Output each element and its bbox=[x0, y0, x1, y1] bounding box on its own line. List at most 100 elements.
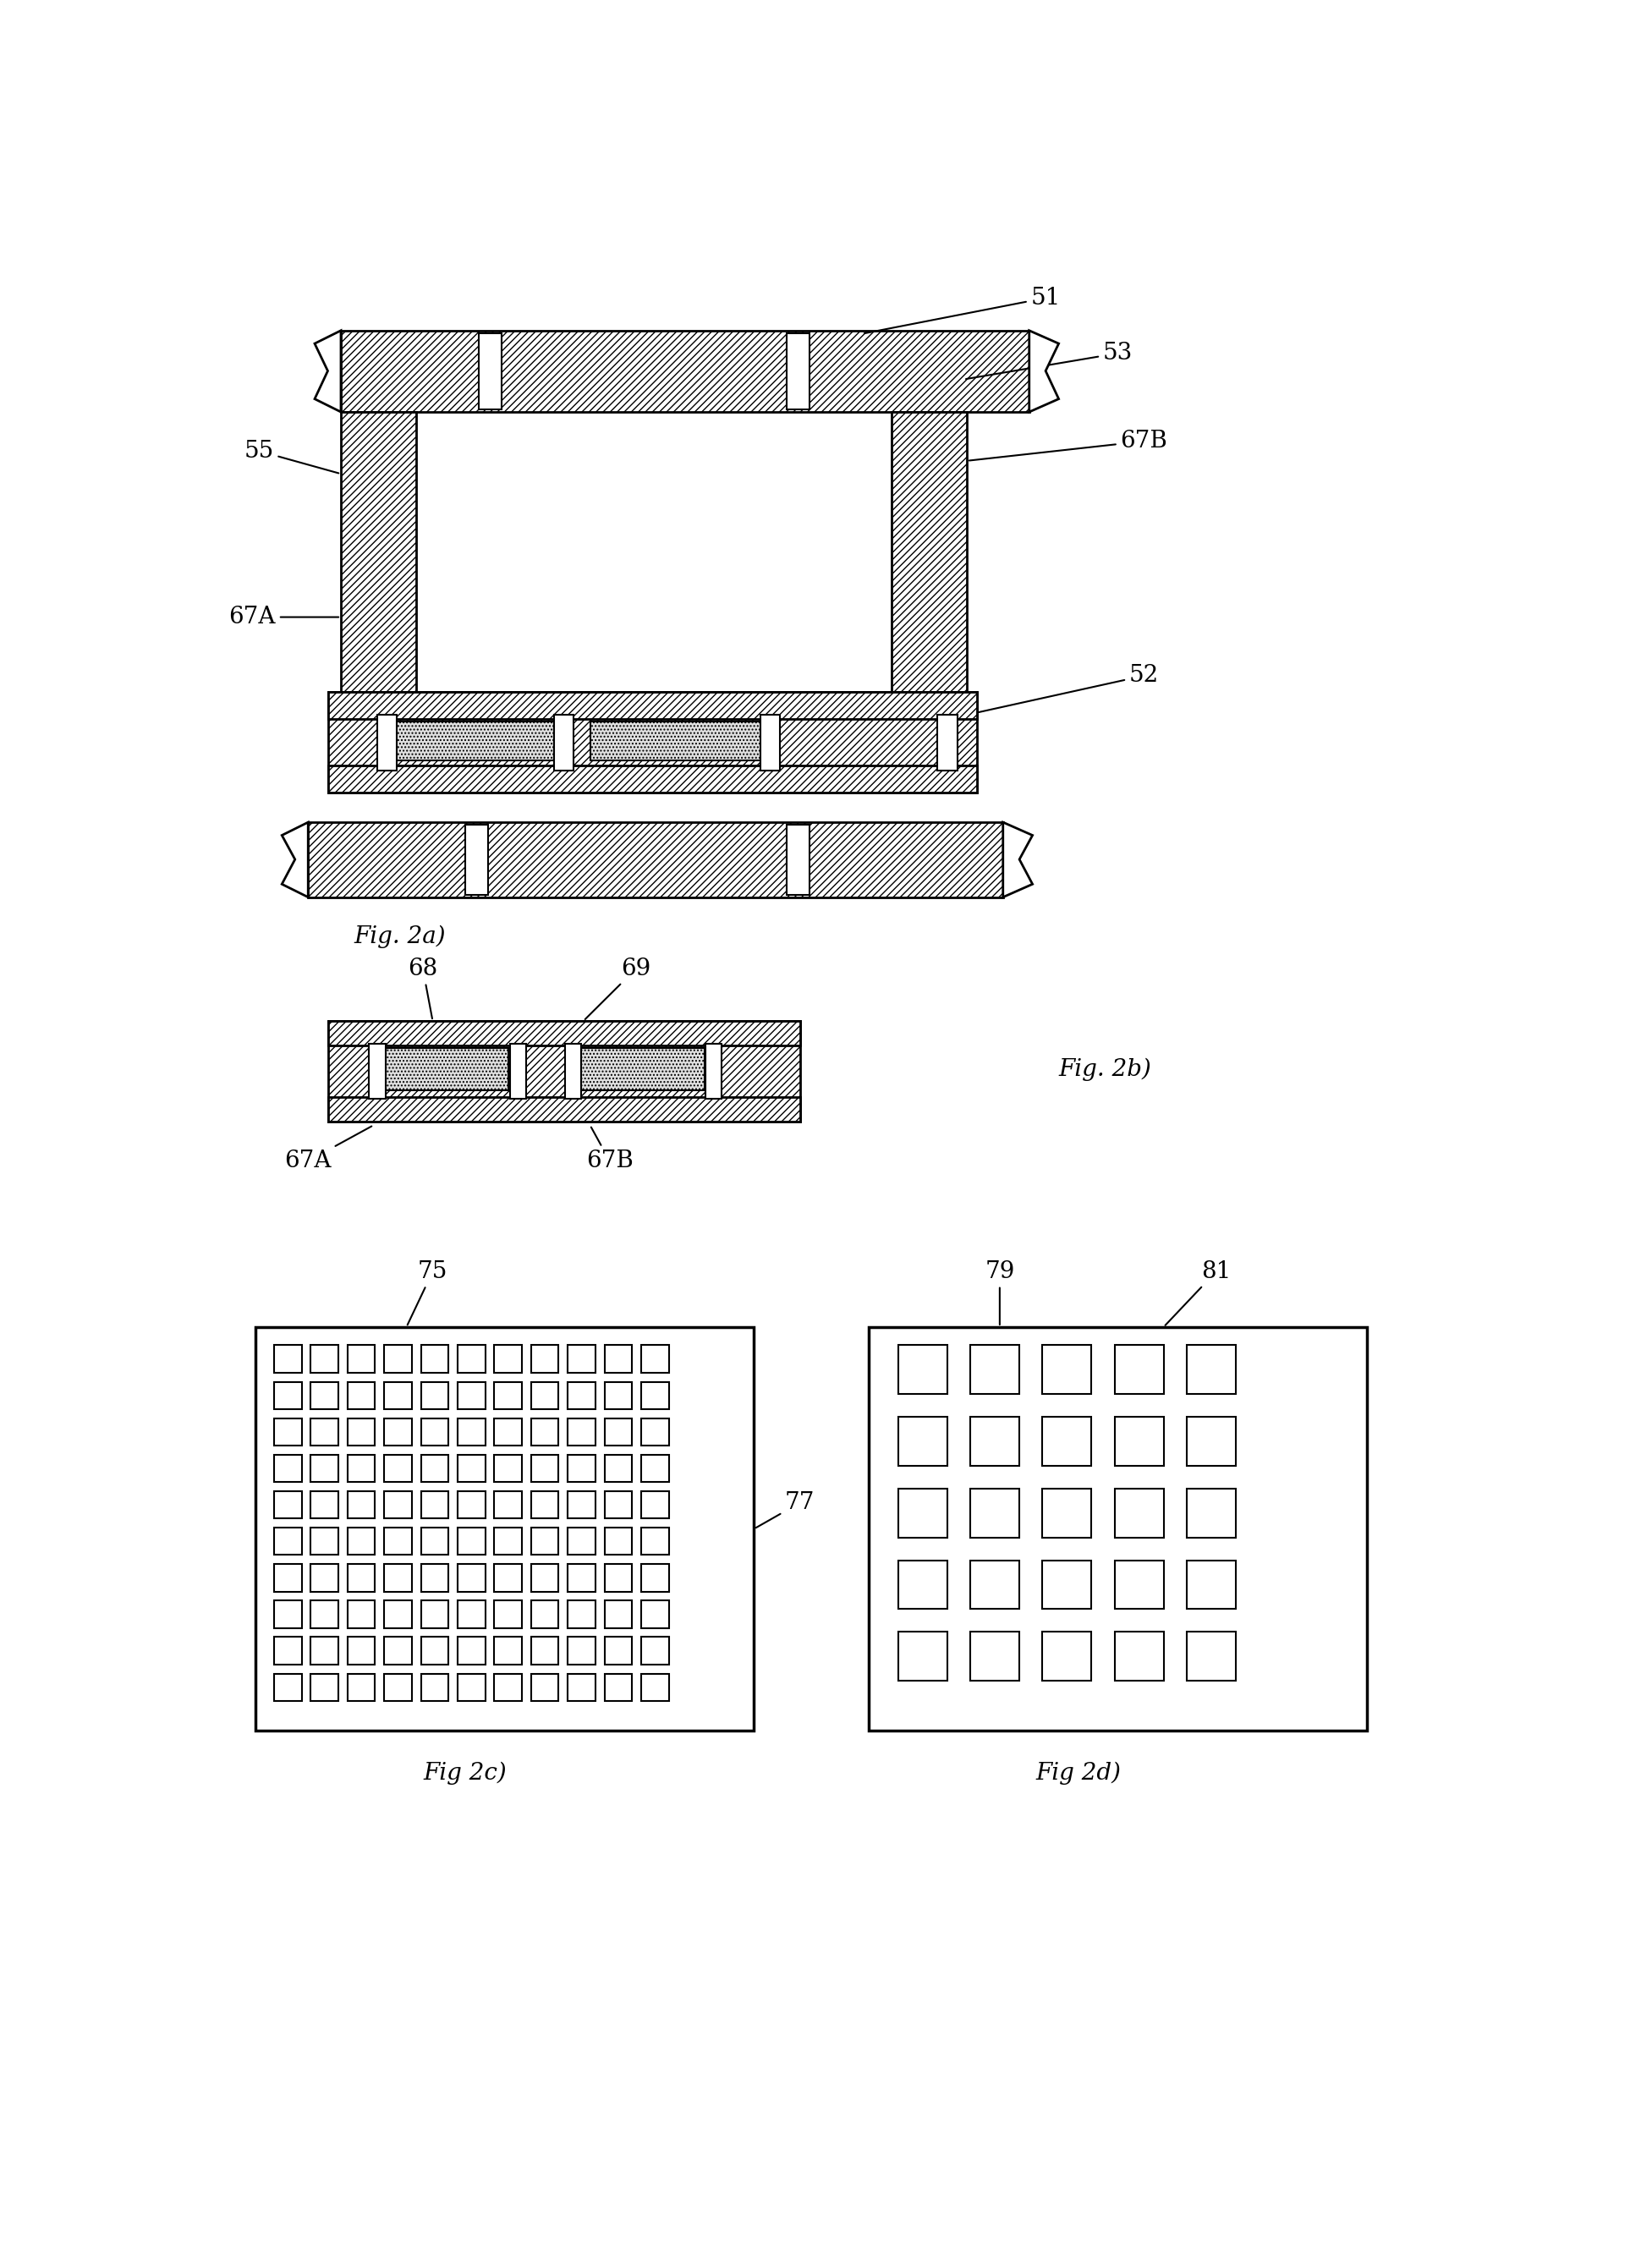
Bar bbox=[494, 1382, 522, 1409]
Bar bbox=[385, 1600, 411, 1627]
Bar bbox=[385, 1675, 411, 1702]
Bar bbox=[347, 1491, 375, 1518]
Bar bbox=[641, 1564, 669, 1591]
Text: Fig. 2a): Fig. 2a) bbox=[354, 925, 446, 947]
Bar bbox=[568, 1491, 595, 1518]
Polygon shape bbox=[314, 331, 340, 412]
Bar bbox=[530, 1527, 558, 1554]
Bar bbox=[377, 714, 396, 770]
Bar bbox=[1115, 1632, 1163, 1681]
Text: Fig 2c): Fig 2c) bbox=[423, 1761, 507, 1786]
Bar bbox=[274, 1675, 302, 1702]
Bar bbox=[385, 1346, 411, 1373]
Bar bbox=[899, 1489, 947, 1536]
Text: 53: 53 bbox=[966, 342, 1133, 378]
Polygon shape bbox=[1029, 331, 1059, 412]
Bar bbox=[570, 1049, 705, 1090]
Bar bbox=[530, 1346, 558, 1373]
Bar bbox=[466, 825, 489, 895]
Bar bbox=[494, 1564, 522, 1591]
Bar bbox=[494, 1527, 522, 1554]
Text: 55: 55 bbox=[244, 440, 339, 474]
Bar bbox=[385, 1636, 411, 1666]
Text: 52: 52 bbox=[970, 664, 1158, 714]
Bar bbox=[705, 1045, 722, 1099]
Bar bbox=[311, 1382, 339, 1409]
Bar bbox=[970, 1632, 1019, 1681]
Bar bbox=[309, 823, 1003, 897]
Bar bbox=[421, 1564, 448, 1591]
Bar bbox=[899, 1416, 947, 1466]
Bar bbox=[568, 1675, 595, 1702]
Bar bbox=[565, 1045, 582, 1099]
Bar bbox=[1042, 1561, 1092, 1609]
Bar bbox=[892, 412, 966, 773]
Bar bbox=[274, 1491, 302, 1518]
Bar bbox=[494, 1491, 522, 1518]
Bar bbox=[899, 1632, 947, 1681]
Bar bbox=[1186, 1416, 1236, 1466]
Text: 75: 75 bbox=[408, 1260, 448, 1326]
Bar bbox=[1042, 1632, 1092, 1681]
Bar bbox=[786, 825, 809, 895]
Bar bbox=[347, 1455, 375, 1482]
Bar bbox=[458, 1527, 486, 1554]
Text: Fig. 2b): Fig. 2b) bbox=[1059, 1058, 1151, 1081]
Bar bbox=[327, 1022, 800, 1045]
Bar bbox=[605, 1346, 633, 1373]
Bar bbox=[340, 331, 1029, 412]
Bar bbox=[274, 1455, 302, 1482]
Bar bbox=[970, 1489, 1019, 1536]
Bar bbox=[605, 1527, 633, 1554]
Bar bbox=[530, 1455, 558, 1482]
Bar bbox=[1042, 1489, 1092, 1536]
Bar bbox=[530, 1600, 558, 1627]
Bar bbox=[605, 1419, 633, 1446]
Bar bbox=[1186, 1561, 1236, 1609]
Bar bbox=[458, 1346, 486, 1373]
Bar bbox=[760, 714, 780, 770]
Bar bbox=[605, 1455, 633, 1482]
Bar bbox=[568, 1419, 595, 1446]
Bar bbox=[380, 721, 553, 761]
Bar bbox=[530, 1382, 558, 1409]
Bar bbox=[786, 333, 809, 410]
Polygon shape bbox=[1003, 823, 1032, 897]
Bar bbox=[347, 1675, 375, 1702]
Bar bbox=[568, 1636, 595, 1666]
Bar bbox=[479, 333, 502, 410]
Bar bbox=[494, 1346, 522, 1373]
Bar bbox=[494, 1455, 522, 1482]
Bar bbox=[421, 1346, 448, 1373]
Bar bbox=[553, 714, 573, 770]
Bar bbox=[347, 1346, 375, 1373]
Bar bbox=[274, 1564, 302, 1591]
Bar bbox=[311, 1346, 339, 1373]
Bar bbox=[274, 1636, 302, 1666]
Bar bbox=[385, 1527, 411, 1554]
Bar bbox=[274, 1527, 302, 1554]
Bar bbox=[568, 1564, 595, 1591]
Bar bbox=[327, 1097, 800, 1122]
Bar bbox=[641, 1455, 669, 1482]
Text: 68: 68 bbox=[408, 959, 438, 1020]
Bar bbox=[641, 1600, 669, 1627]
Bar bbox=[605, 1564, 633, 1591]
Bar bbox=[458, 1600, 486, 1627]
Text: 81: 81 bbox=[1165, 1260, 1231, 1326]
Bar bbox=[458, 1455, 486, 1482]
Bar bbox=[641, 1527, 669, 1554]
Bar bbox=[605, 1600, 633, 1627]
Bar bbox=[347, 1636, 375, 1666]
Bar bbox=[327, 691, 976, 793]
Bar bbox=[1042, 1416, 1092, 1466]
Bar bbox=[899, 1346, 947, 1394]
Bar bbox=[605, 1636, 633, 1666]
Bar bbox=[274, 1419, 302, 1446]
Bar bbox=[368, 1045, 385, 1099]
Bar bbox=[347, 1527, 375, 1554]
Bar bbox=[274, 1346, 302, 1373]
Bar bbox=[1115, 1489, 1163, 1536]
Text: 51: 51 bbox=[864, 286, 1061, 333]
Bar bbox=[421, 1675, 448, 1702]
